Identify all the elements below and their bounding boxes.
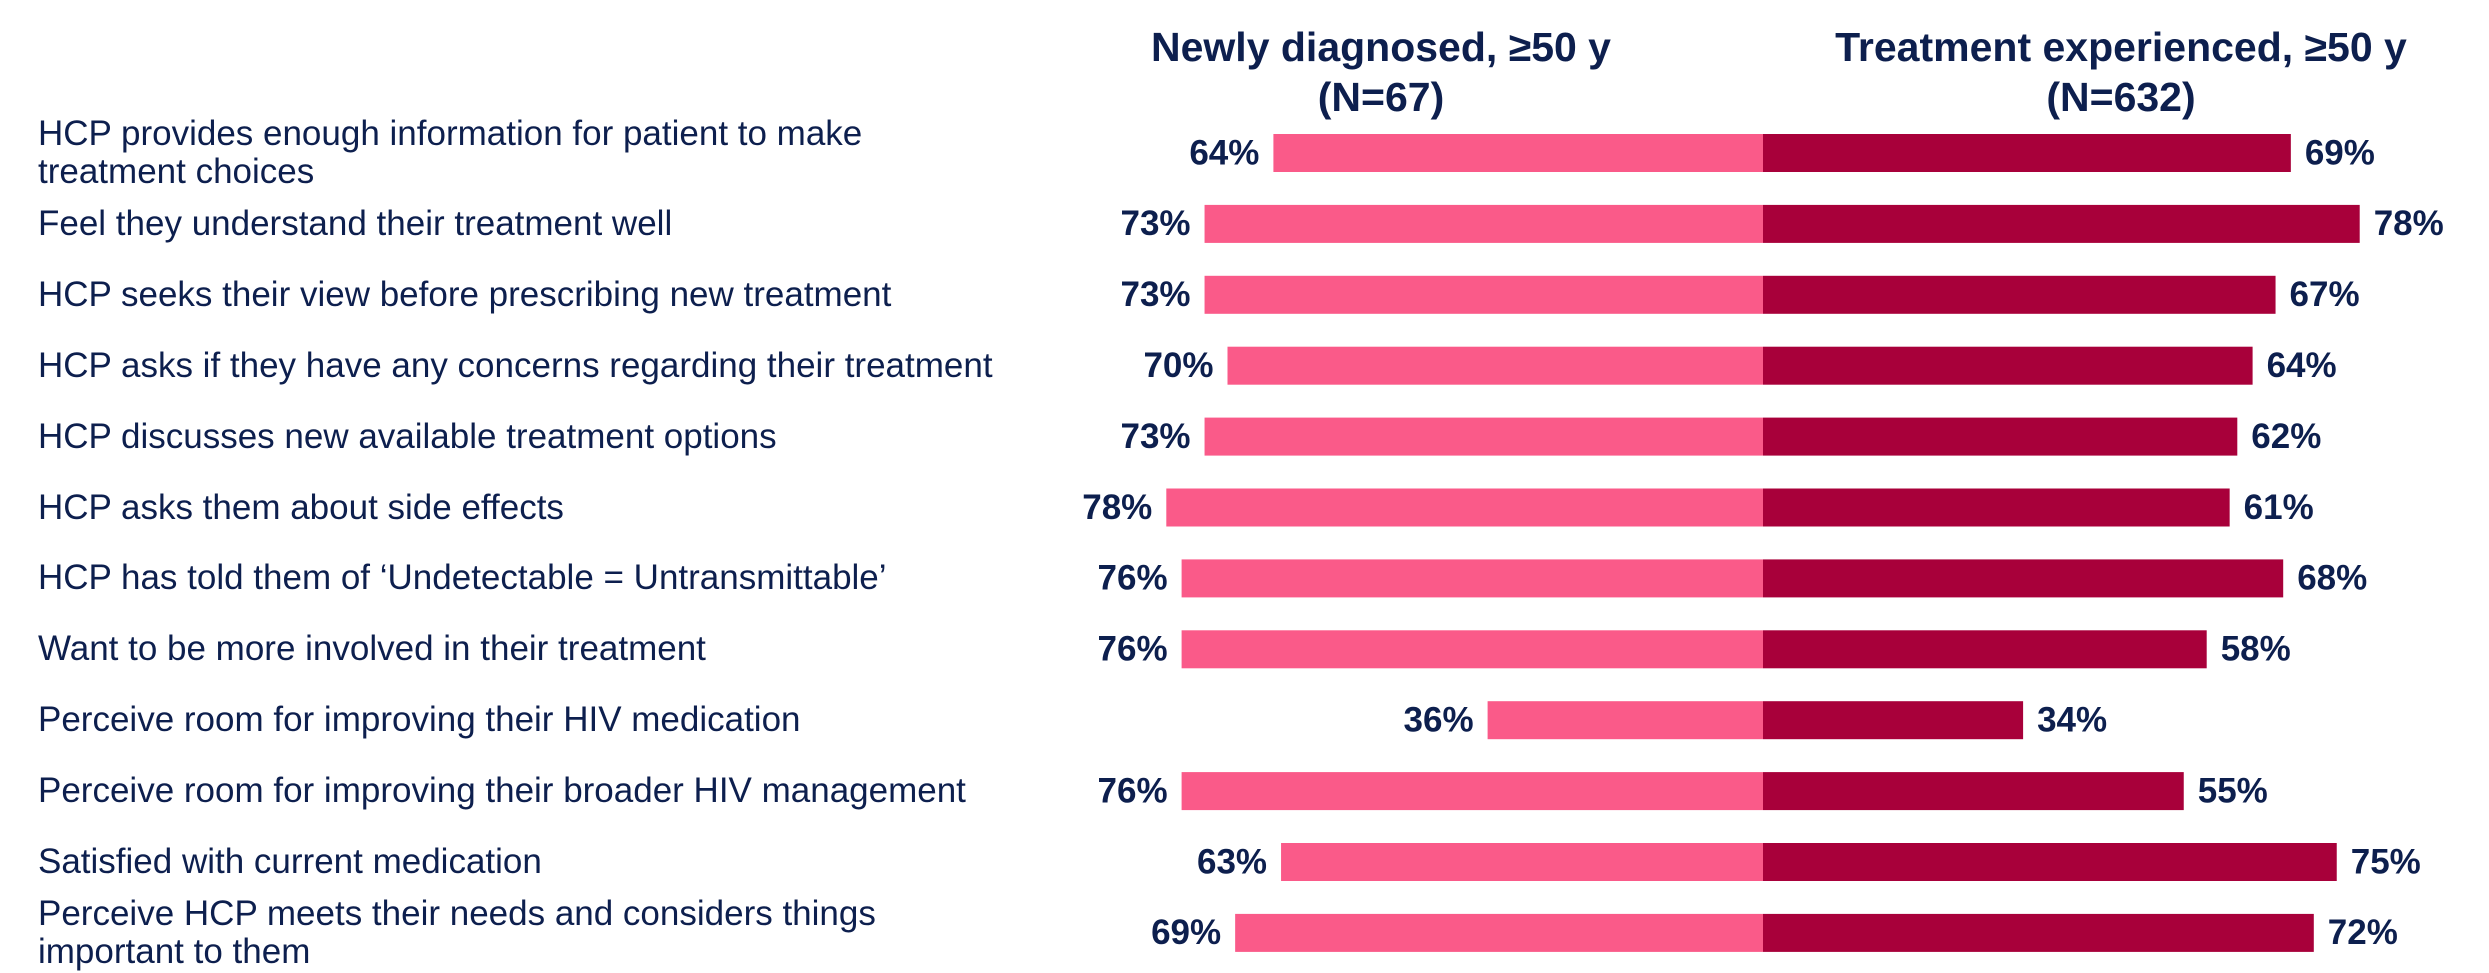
bar [1204, 417, 1763, 456]
bar [1763, 134, 2291, 172]
category-label: HCP asks them about side effects [38, 487, 564, 527]
value-label: 78% [2374, 204, 2444, 243]
value-label: 62% [2251, 417, 2321, 456]
bar [1227, 346, 1763, 385]
legend-entry: Treatment experienced, ≥50 y (N=632) [1835, 24, 2407, 120]
value-label: 70% [1143, 346, 1213, 385]
bar [1204, 275, 1763, 314]
value-label: 73% [1120, 275, 1190, 314]
bar [1763, 275, 2276, 314]
bar [1181, 559, 1763, 598]
bar [1763, 913, 2314, 952]
bar [1487, 701, 1763, 740]
category-label: Want to be more involved in their treatm… [38, 629, 706, 669]
value-label: 58% [2221, 630, 2291, 669]
legend-entry: Newly diagnosed, ≥50 y (N=67) [1151, 24, 1611, 120]
bar [1763, 204, 2360, 243]
bar [1273, 134, 1763, 172]
value-label: 64% [1189, 133, 1259, 172]
value-label: 61% [2244, 488, 2314, 527]
category-label: HCP provides enough information for pati… [38, 114, 863, 191]
value-label: 73% [1120, 204, 1190, 243]
bar [1763, 417, 2238, 456]
bar [1166, 488, 1763, 527]
value-label: 69% [2305, 133, 2375, 172]
value-label: 64% [2267, 346, 2337, 385]
category-label: HCP discusses new available treatment op… [38, 416, 777, 456]
category-label: HCP asks if they have any concerns regar… [38, 345, 993, 385]
value-label: 55% [2198, 771, 2268, 810]
value-label: 78% [1082, 488, 1152, 527]
bar [1763, 559, 2284, 598]
bar [1763, 843, 2337, 881]
value-label: 72% [2328, 913, 2398, 952]
category-label: Perceive room for improving their broade… [38, 771, 966, 811]
value-label: 63% [1197, 842, 1267, 881]
bar [1181, 630, 1763, 669]
bar [1763, 630, 2207, 669]
category-label: HCP has told them of ‘Undetectable = Unt… [38, 558, 887, 598]
value-label: 36% [1404, 700, 1474, 739]
value-label: 67% [2290, 275, 2360, 314]
value-label: 69% [1151, 913, 1221, 952]
value-label: 34% [2037, 700, 2107, 739]
value-label: 75% [2351, 842, 2421, 881]
bar [1763, 701, 2024, 740]
value-label: 76% [1098, 559, 1168, 598]
category-label: Perceive room for improving their HIV me… [38, 700, 801, 740]
bar [1763, 772, 2184, 811]
bar [1235, 913, 1763, 952]
value-label: 76% [1098, 630, 1168, 669]
bar [1281, 843, 1763, 881]
bar [1763, 346, 2253, 385]
bar [1181, 772, 1763, 811]
bar [1204, 204, 1763, 243]
bar [1763, 488, 2230, 527]
value-label: 73% [1120, 417, 1190, 456]
category-label: HCP seeks their view before prescribing … [38, 274, 892, 314]
value-label: 76% [1098, 771, 1168, 810]
category-label: Satisfied with current medication [38, 842, 542, 881]
category-label: Feel they understand their treatment wel… [38, 203, 673, 243]
category-label: Perceive HCP meets their needs and consi… [38, 893, 876, 971]
value-label: 68% [2297, 559, 2367, 598]
